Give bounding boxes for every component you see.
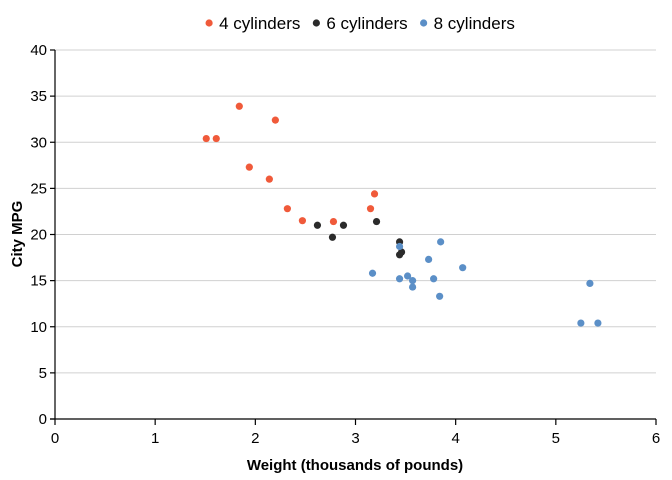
y-tick-label: 25 (30, 180, 47, 197)
data-point-4-cylinders (212, 134, 220, 143)
legend-label-6-cylinders: 6 cylinders (326, 14, 407, 33)
data-point-6-cylinders (397, 248, 406, 256)
data-point-4-cylinders (235, 102, 243, 110)
x-tick-label: 5 (552, 430, 560, 447)
legend-label-4-cylinders: 4 cylinders (219, 14, 300, 33)
legend-label-8-cylinders: 8 cylinders (434, 14, 515, 33)
y-tick-label: 15 (30, 273, 47, 290)
data-point-8-cylinders (459, 264, 467, 272)
data-point-8-cylinders (430, 275, 438, 283)
data-point-6-cylinders (372, 217, 381, 226)
x-tick-label: 3 (351, 430, 359, 447)
y-tick-label: 20 (30, 227, 47, 244)
x-tick-label: 6 (652, 430, 660, 447)
data-point-4-cylinders (202, 134, 210, 143)
data-point-8-cylinders (577, 319, 585, 327)
data-point-8-cylinders (586, 279, 594, 287)
x-axis-title: Weight (thousands of pounds) (247, 457, 463, 474)
data-point-4-cylinders (370, 190, 379, 198)
data-point-8-cylinders (403, 272, 412, 280)
data-point-4-cylinders (366, 205, 375, 213)
data-point-8-cylinders (408, 277, 417, 285)
data-point-4-cylinders (265, 175, 273, 183)
data-point-8-cylinders (368, 269, 377, 277)
data-points (202, 102, 602, 327)
data-point-4-cylinders (271, 116, 279, 124)
y-tick-label: 30 (30, 134, 47, 151)
data-point-8-cylinders (436, 292, 444, 300)
data-point-6-cylinders (328, 233, 337, 241)
data-point-8-cylinders (425, 255, 433, 264)
data-point-4-cylinders (245, 163, 253, 171)
axes: 0 5 10 15 20 25 30 35 40 0 1 2 3 4 5 6 (30, 42, 660, 447)
legend-marker-4-cylinders (205, 19, 213, 27)
x-tick-label: 0 (51, 430, 59, 447)
data-point-8-cylinders (408, 283, 417, 291)
y-tick-label: 35 (30, 88, 47, 105)
y-axis-title: City MPG (9, 201, 26, 268)
data-point-8-cylinders (395, 242, 404, 251)
data-point-8-cylinders (437, 238, 445, 246)
y-tick-label: 0 (39, 411, 47, 428)
y-tick-label: 40 (30, 42, 47, 59)
data-point-4-cylinders (329, 217, 338, 226)
legend-marker-8-cylinders (420, 19, 428, 27)
data-point-6-cylinders (313, 221, 322, 229)
legend: 4 cylinders 6 cylinders 8 cylinders (205, 14, 515, 33)
legend-marker-6-cylinders (312, 19, 320, 27)
data-point-6-cylinders (339, 221, 348, 229)
data-point-4-cylinders (283, 205, 291, 213)
data-point-8-cylinders (594, 319, 602, 327)
data-point-4-cylinders (298, 217, 307, 225)
x-tick-label: 4 (451, 430, 459, 447)
x-tick-label: 2 (251, 430, 259, 447)
y-tick-label: 10 (30, 319, 47, 336)
gridlines (55, 49, 656, 374)
x-tick-label: 1 (151, 430, 159, 447)
y-tick-label: 5 (39, 365, 47, 382)
data-point-8-cylinders (395, 275, 404, 283)
